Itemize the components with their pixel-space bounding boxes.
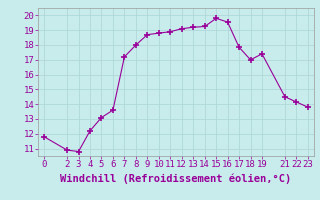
X-axis label: Windchill (Refroidissement éolien,°C): Windchill (Refroidissement éolien,°C) <box>60 173 292 184</box>
